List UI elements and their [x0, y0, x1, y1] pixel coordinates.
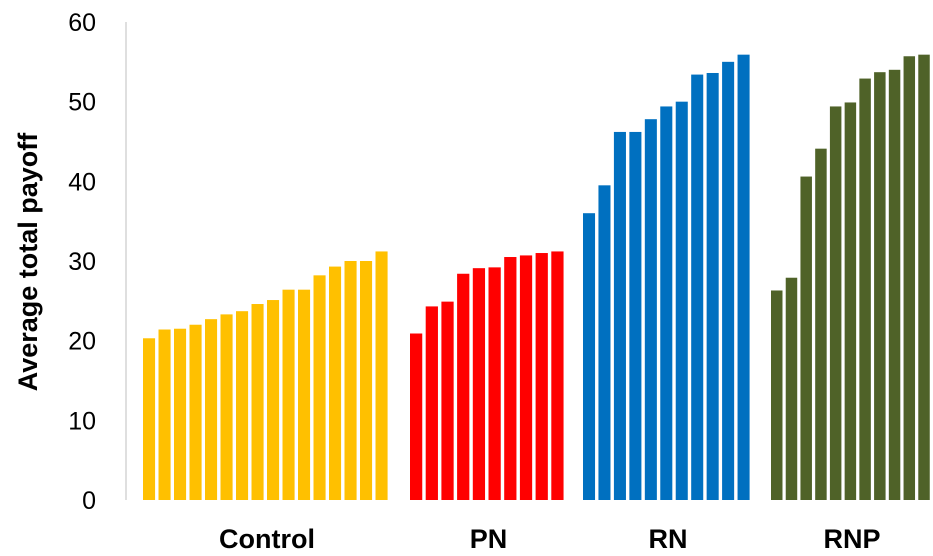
- bar-control-3: [174, 328, 187, 500]
- y-tick-label: 50: [68, 89, 96, 117]
- bar-control-6: [220, 314, 233, 500]
- bar-control-14: [344, 261, 357, 500]
- bar-rnp-8: [874, 72, 886, 500]
- bar-rn-10: [722, 61, 735, 500]
- bar-rnp-5: [829, 106, 842, 500]
- bar-control-8: [251, 304, 264, 500]
- bar-rnp-10: [903, 56, 916, 500]
- bar-control-11: [298, 289, 311, 500]
- bar-rn-5: [644, 119, 657, 500]
- y-axis-ticks: 0 10 20 30 40 50 60: [68, 9, 96, 515]
- bar-pn-7: [504, 257, 517, 500]
- y-tick-label: 0: [82, 487, 96, 515]
- bar-rn-6: [660, 106, 673, 500]
- bar-pn-5: [472, 268, 486, 500]
- group-label-rnp: RNP: [823, 524, 880, 554]
- group-label-pn: PN: [470, 524, 508, 554]
- bar-rnp-11: [918, 54, 930, 500]
- bar-rn-8: [691, 74, 704, 500]
- bar-pn-9: [535, 253, 548, 500]
- bar-rnp-3: [800, 176, 812, 501]
- bar-rn-2: [598, 185, 611, 500]
- bar-rn-11: [737, 54, 750, 500]
- group-label-control: Control: [219, 524, 315, 554]
- bar-rnp-4: [815, 148, 827, 501]
- bar-rnp-6: [844, 102, 857, 501]
- y-axis-title-group: Average total payoff: [13, 132, 43, 392]
- bar-control-12: [313, 275, 326, 500]
- bar-control-13: [329, 266, 342, 500]
- bar-control-7: [236, 311, 249, 500]
- bar-rnp-9: [888, 69, 901, 501]
- bar-rn-9: [706, 72, 719, 501]
- bar-rnp-1: [771, 290, 783, 500]
- bars-layer: [143, 54, 930, 501]
- bar-pn-4: [457, 273, 470, 500]
- y-tick-label: 40: [68, 168, 96, 196]
- bar-rn-3: [613, 131, 626, 500]
- y-tick-label: 10: [68, 407, 96, 435]
- bar-control-15: [360, 261, 373, 500]
- group-labels: Control PN RN RNP: [219, 524, 881, 554]
- bar-rnp-7: [859, 78, 871, 500]
- bar-control-2: [158, 329, 171, 500]
- y-tick-label: 60: [68, 9, 96, 37]
- bar-pn-2: [425, 306, 438, 500]
- group-label-rn: RN: [649, 524, 688, 554]
- bar-pn-1: [410, 333, 423, 500]
- bar-control-1: [143, 338, 156, 500]
- bar-control-4: [189, 324, 202, 500]
- y-axis-title: Average total payoff: [13, 132, 43, 392]
- bar-pn-10: [551, 251, 564, 500]
- bar-control-10: [282, 289, 295, 500]
- bar-control-5: [205, 319, 218, 500]
- bar-rn-4: [629, 131, 642, 500]
- bar-pn-6: [488, 267, 501, 500]
- bar-control-9: [267, 300, 280, 500]
- y-tick-label: 20: [68, 328, 96, 356]
- bar-pn-8: [519, 255, 533, 500]
- bar-rn-7: [675, 101, 688, 501]
- bar-rnp-2: [785, 277, 798, 500]
- bar-rn-1: [583, 213, 596, 500]
- y-tick-label: 30: [68, 248, 96, 276]
- bar-pn-3: [441, 301, 454, 500]
- bar-control-16: [375, 251, 388, 500]
